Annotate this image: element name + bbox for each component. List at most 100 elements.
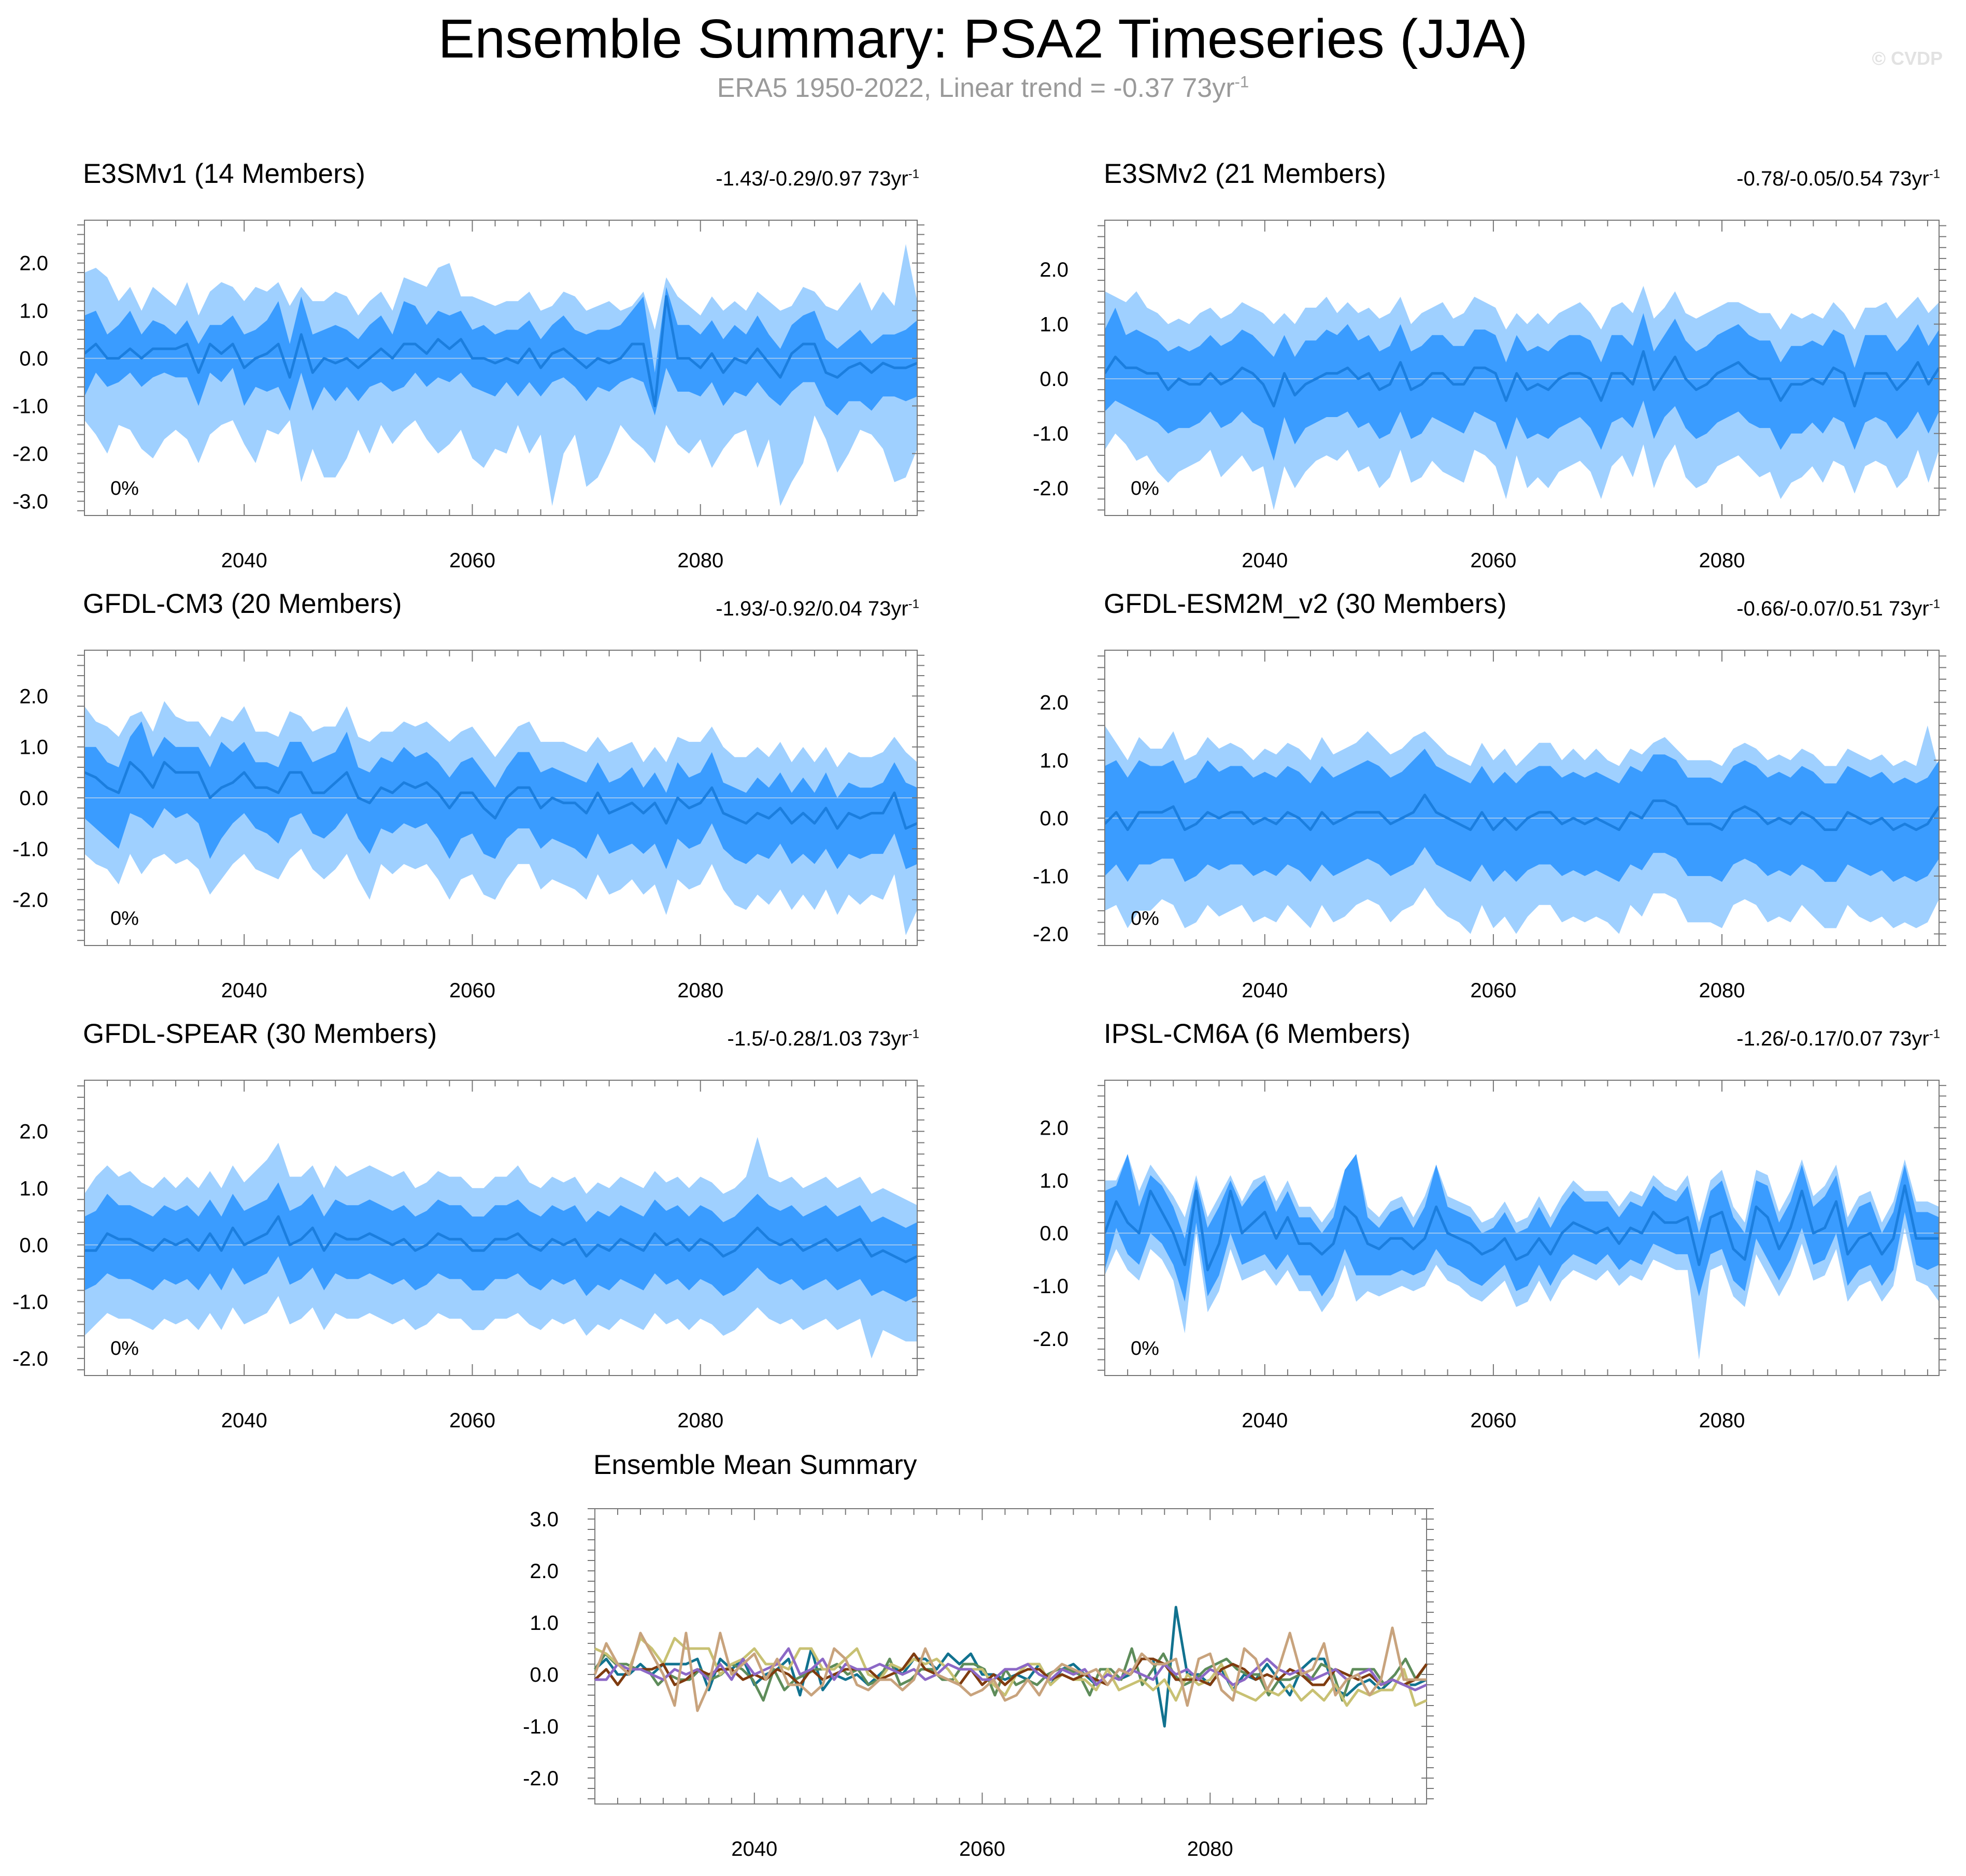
model-name: E3SMv2 xyxy=(1104,159,1208,189)
member-count: (20 Members) xyxy=(231,589,402,619)
x-tick-label: 2080 xyxy=(677,979,723,1002)
trend-label-ipsl-cm6a: -1.26/-0.17/0.07 73yr-1 xyxy=(1736,1027,1940,1051)
member-count: (30 Members) xyxy=(266,1019,437,1049)
y-tick-label: -2.0 xyxy=(1033,923,1069,946)
x-tick-label: 2040 xyxy=(221,549,267,572)
percent-label: 0% xyxy=(110,1338,139,1359)
trend-text: -0.66/-0.07/0.51 73yr xyxy=(1736,597,1929,620)
y-tick-label: 1.0 xyxy=(19,1177,48,1200)
inner-spread-band xyxy=(84,1182,917,1302)
y-tick-label: 1.0 xyxy=(1039,313,1069,336)
y-tick-label: -1.0 xyxy=(1033,423,1069,446)
panel-title-ipsl-cm6a: IPSL-CM6A (6 Members) xyxy=(1104,1018,1411,1050)
x-tick-label: 2080 xyxy=(677,549,723,572)
y-tick-label: -1.0 xyxy=(1033,865,1069,888)
panel-e3smv1: 2040 2060 2080 -3.0 -2.0 -1.0 0.0 1.0 2.0 0% xyxy=(12,220,924,572)
plot-frame xyxy=(84,1080,918,1376)
y-tick-label: 2.0 xyxy=(19,252,48,275)
panel-gfdl-cm3: 2040 2060 2080 -2.0 -1.0 0.0 1.0 2.0 0% xyxy=(12,650,924,1002)
trend-label-gfdl-cm3: -1.93/-0.92/0.04 73yr-1 xyxy=(716,597,919,621)
panel-gfdl-spear: 2040 2060 2080 -2.0 -1.0 0.0 1.0 2.0 0% xyxy=(12,1080,924,1432)
y-tick-label: 0.0 xyxy=(1039,368,1069,391)
ensemble-mean-line xyxy=(84,1215,917,1264)
plot-frame xyxy=(594,1508,1427,1805)
x-tick-label: 2080 xyxy=(1187,1838,1233,1860)
inner-spread-band xyxy=(1105,307,1939,461)
percent-label: 0% xyxy=(1131,908,1159,929)
panel-ipsl-cm6a: 2040 2060 2080 -2.0 -1.0 0.0 1.0 2.0 0% xyxy=(1033,1080,1946,1432)
y-tick-label: 3.0 xyxy=(530,1508,559,1531)
y-tick-label: 2.0 xyxy=(1039,692,1069,714)
y-tick-label: 0.0 xyxy=(530,1664,559,1686)
panel-title-gfdl-spear: GFDL-SPEAR (30 Members) xyxy=(83,1018,437,1050)
ensemble-mean-line xyxy=(84,295,917,407)
x-tick-label: 2060 xyxy=(449,979,495,1002)
trend-superscript: -1 xyxy=(908,1027,919,1041)
y-tick-label: 2.0 xyxy=(530,1560,559,1583)
trend-superscript: -1 xyxy=(1929,1027,1940,1041)
x-tick-label: 2080 xyxy=(1699,1409,1745,1432)
plot-frame xyxy=(1104,1080,1940,1376)
y-tick-label: 0.0 xyxy=(19,348,48,370)
y-tick-label: -1.0 xyxy=(12,838,48,861)
x-tick-label: 2060 xyxy=(1470,549,1516,572)
y-tick-label: 2.0 xyxy=(1039,1117,1069,1140)
trend-label-e3smv2: -0.78/-0.05/0.54 73yr-1 xyxy=(1736,167,1940,191)
y-tick-label: 2.0 xyxy=(19,1121,48,1143)
percent-label: 0% xyxy=(110,908,139,929)
y-tick-label: 2.0 xyxy=(19,685,48,708)
y-tick-label: -1.0 xyxy=(12,1291,48,1314)
plot-area xyxy=(1105,285,1939,510)
y-tick-label: 0.0 xyxy=(19,787,48,810)
inner-spread-band xyxy=(84,721,917,869)
y-tick-label: 0.0 xyxy=(1039,1222,1069,1245)
x-tick-label: 2060 xyxy=(449,1409,495,1432)
x-tick-label: 2060 xyxy=(1470,979,1516,1002)
x-tick-label: 2040 xyxy=(1242,549,1288,572)
ensemble-mean-line xyxy=(84,761,917,830)
y-tick-label: -2.0 xyxy=(12,443,48,466)
x-tick-label: 2040 xyxy=(1242,1409,1288,1432)
y-tick-label: 2.0 xyxy=(1039,259,1069,281)
plot-area xyxy=(84,1137,917,1359)
x-tick-label: 2060 xyxy=(449,549,495,572)
percent-label: 0% xyxy=(1131,1338,1159,1359)
y-tick-label: -1.0 xyxy=(523,1715,559,1738)
watermark: © CVDP xyxy=(1872,48,1943,69)
x-tick-label: 2080 xyxy=(1699,979,1745,1002)
panel-ensemble-mean: 2040 2060 2080 -2.0 -1.0 0.0 1.0 2.0 3.0 xyxy=(523,1508,1434,1860)
subtitle: ERA5 1950-2022, Linear trend = -0.37 73y… xyxy=(0,73,1966,104)
ensemble-mean-line xyxy=(1105,350,1939,408)
series-line-ipsl-cm6a xyxy=(593,1626,1427,1712)
ensemble-mean-title: Ensemble Mean Summary xyxy=(593,1450,917,1480)
inner-spread-band xyxy=(1105,1154,1939,1302)
inner-spread-band xyxy=(84,287,917,416)
plot-frame xyxy=(1104,650,1940,946)
trend-superscript: -1 xyxy=(908,167,919,181)
series-line-e3smv2 xyxy=(593,1647,1428,1702)
model-name: GFDL-CM3 xyxy=(83,589,223,619)
y-tick-label: 0.0 xyxy=(19,1234,48,1257)
series-line-gfdl-cm3 xyxy=(594,1637,1428,1707)
y-tick-label: 1.0 xyxy=(530,1612,559,1635)
series-line-gfdl-spear xyxy=(595,1647,1428,1692)
y-tick-label: 1.0 xyxy=(1039,749,1069,772)
x-tick-label: 2040 xyxy=(731,1838,777,1860)
x-tick-label: 2080 xyxy=(677,1409,723,1432)
trend-label-gfdl-spear: -1.5/-0.28/1.03 73yr-1 xyxy=(728,1027,919,1051)
member-count: (21 Members) xyxy=(1215,159,1386,189)
x-tick-label: 2080 xyxy=(1699,549,1745,572)
model-name: E3SMv1 xyxy=(83,159,187,189)
trend-superscript: -1 xyxy=(1929,597,1940,611)
x-tick-label: 2040 xyxy=(221,1409,267,1432)
ensemble-mean-line xyxy=(1105,793,1939,831)
y-tick-label: -2.0 xyxy=(1033,477,1069,500)
percent-label: 0% xyxy=(1131,478,1159,499)
x-tick-label: 2040 xyxy=(221,979,267,1002)
trend-superscript: -1 xyxy=(908,597,919,611)
y-tick-label: -1.0 xyxy=(12,395,48,418)
ensemble-mean-line xyxy=(1105,1184,1939,1271)
panel-title-gfdl-cm3: GFDL-CM3 (20 Members) xyxy=(83,588,402,620)
x-tick-label: 2060 xyxy=(1470,1409,1516,1432)
member-count: (30 Members) xyxy=(1335,589,1507,619)
